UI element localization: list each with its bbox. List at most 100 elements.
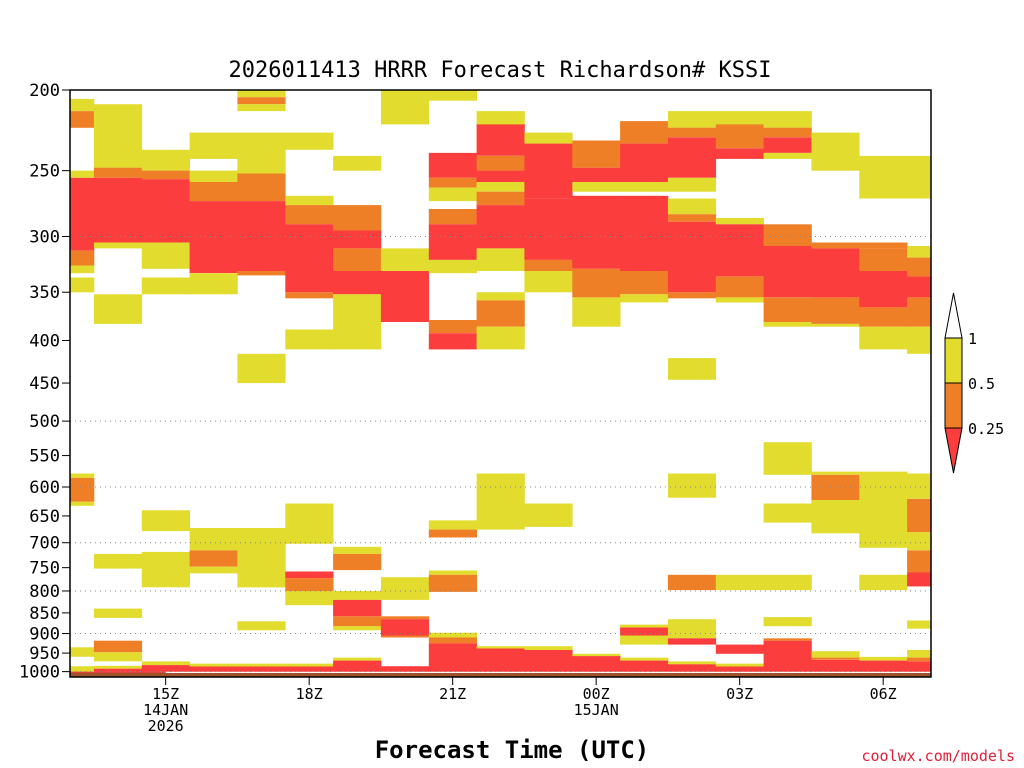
y-tick-label: 550 [29, 447, 60, 467]
heatmap-cell [141, 665, 190, 674]
heatmap-cell [811, 323, 860, 327]
heatmap-cell [620, 294, 669, 303]
heatmap-cell [667, 358, 717, 380]
heatmap-cell [476, 170, 525, 182]
heatmap-cell [93, 652, 143, 662]
heatmap-cell [524, 271, 573, 293]
heatmap-cell [141, 661, 190, 666]
heatmap-cell [237, 621, 286, 631]
heatmap-cell [428, 520, 477, 530]
heatmap-cell [93, 553, 143, 569]
heatmap-cell [763, 152, 812, 159]
credit-text: coolwx.com/models [861, 747, 1015, 765]
heatmap-cell [907, 532, 932, 551]
heatmap-cell [620, 143, 669, 182]
heatmap-cell [333, 546, 382, 554]
heatmap-cell [70, 265, 95, 274]
heatmap-cell [237, 104, 286, 112]
heatmap-cell [93, 177, 143, 243]
heatmap-cell [285, 591, 334, 606]
heatmap-cell [189, 550, 238, 567]
heatmap-cell [715, 644, 764, 654]
y-tick-label: 700 [29, 534, 60, 554]
x-tick-label: 00Z [583, 685, 610, 703]
heatmap-cell [620, 195, 669, 271]
y-tick-label: 800 [29, 582, 60, 602]
heatmap-cell [237, 353, 286, 384]
heatmap-cell [859, 471, 908, 548]
heatmap-cell [907, 550, 932, 573]
heatmap-cell [763, 137, 812, 153]
heatmap-cell [380, 90, 430, 125]
heatmap-cell [189, 566, 238, 574]
heatmap-cell [189, 132, 238, 159]
heatmap-cell [333, 248, 382, 271]
heatmap-cell [524, 646, 573, 651]
x-tick-label: 03Z [726, 685, 753, 703]
heatmap-cell [476, 473, 525, 530]
heatmap-cell [70, 111, 95, 128]
heatmap-cell [859, 656, 908, 661]
heatmap-cell [859, 242, 908, 249]
heatmap-cell [189, 663, 238, 667]
heatmap-cell [763, 127, 812, 138]
heatmap-cell [524, 503, 573, 527]
colorbar-legend: 1 0.5 0.25 [944, 292, 1004, 474]
heatmap-cell [811, 500, 860, 534]
heatmap-cell [333, 155, 382, 171]
heatmap-cell [667, 292, 717, 299]
heatmap-cell [620, 627, 669, 636]
chart-title: 2026011413 HRRR Forecast Richardson# KSS… [228, 58, 771, 83]
heatmap-cell [476, 646, 525, 649]
heatmap-cell [907, 657, 932, 662]
heatmap-cell [715, 574, 764, 591]
heatmap-cell [667, 638, 717, 645]
heatmap-cell [93, 242, 143, 249]
heatmap-cell [428, 637, 477, 644]
heatmap-cell [859, 155, 908, 199]
heatmap-cell [572, 268, 621, 298]
colorbar-segment [944, 337, 963, 384]
heatmap-cell [428, 529, 477, 538]
y-tick-label: 450 [29, 374, 60, 394]
heatmap-cell [524, 259, 573, 271]
heatmap-cell [907, 155, 932, 199]
heatmap-cell [189, 170, 238, 182]
ground-layer [70, 671, 931, 677]
heatmap-cell [667, 473, 717, 498]
heatmap-cell [70, 473, 95, 478]
x-axis-label: Forecast Time (UTC) [375, 736, 650, 764]
y-tick-label: 350 [29, 283, 60, 303]
heatmap-cell [333, 657, 382, 661]
heatmap-cell [285, 205, 334, 225]
heatmap-cell [237, 90, 286, 98]
heatmap-cell [907, 498, 932, 533]
heatmap-cell [285, 195, 334, 206]
heatmap-cell [237, 97, 286, 105]
y-tick-label: 300 [29, 228, 60, 248]
heatmap-cell [380, 635, 430, 638]
heatmap-cell [476, 292, 525, 301]
heatmap-cell [70, 277, 95, 293]
heatmap-cell [715, 276, 764, 298]
heatmap-cell [620, 182, 669, 192]
heatmap-cell [476, 111, 525, 125]
y-tick-label: 1000 [19, 663, 60, 683]
heatmap-cell [715, 124, 764, 149]
heatmap-cell [572, 167, 621, 182]
heatmap-cell [811, 651, 860, 658]
heatmap-cell [380, 619, 430, 636]
heatmap-cell [476, 191, 525, 206]
heatmap-cell [907, 661, 932, 674]
heatmap-cell [907, 473, 932, 499]
heatmap-cell [428, 177, 477, 188]
y-axis: 200 250 300 350 400 450 500 550 600 650 700 750 8008… [19, 81, 70, 683]
heatmap-cell [141, 277, 190, 295]
heatmap-cell [333, 626, 382, 631]
heatmap-cell [715, 148, 764, 159]
heatmap-cell [620, 624, 669, 628]
heatmap-cell [285, 329, 334, 350]
y-tick-label: 950 [29, 644, 60, 664]
heatmap-cell [763, 640, 812, 674]
heatmap-cell [141, 179, 190, 243]
